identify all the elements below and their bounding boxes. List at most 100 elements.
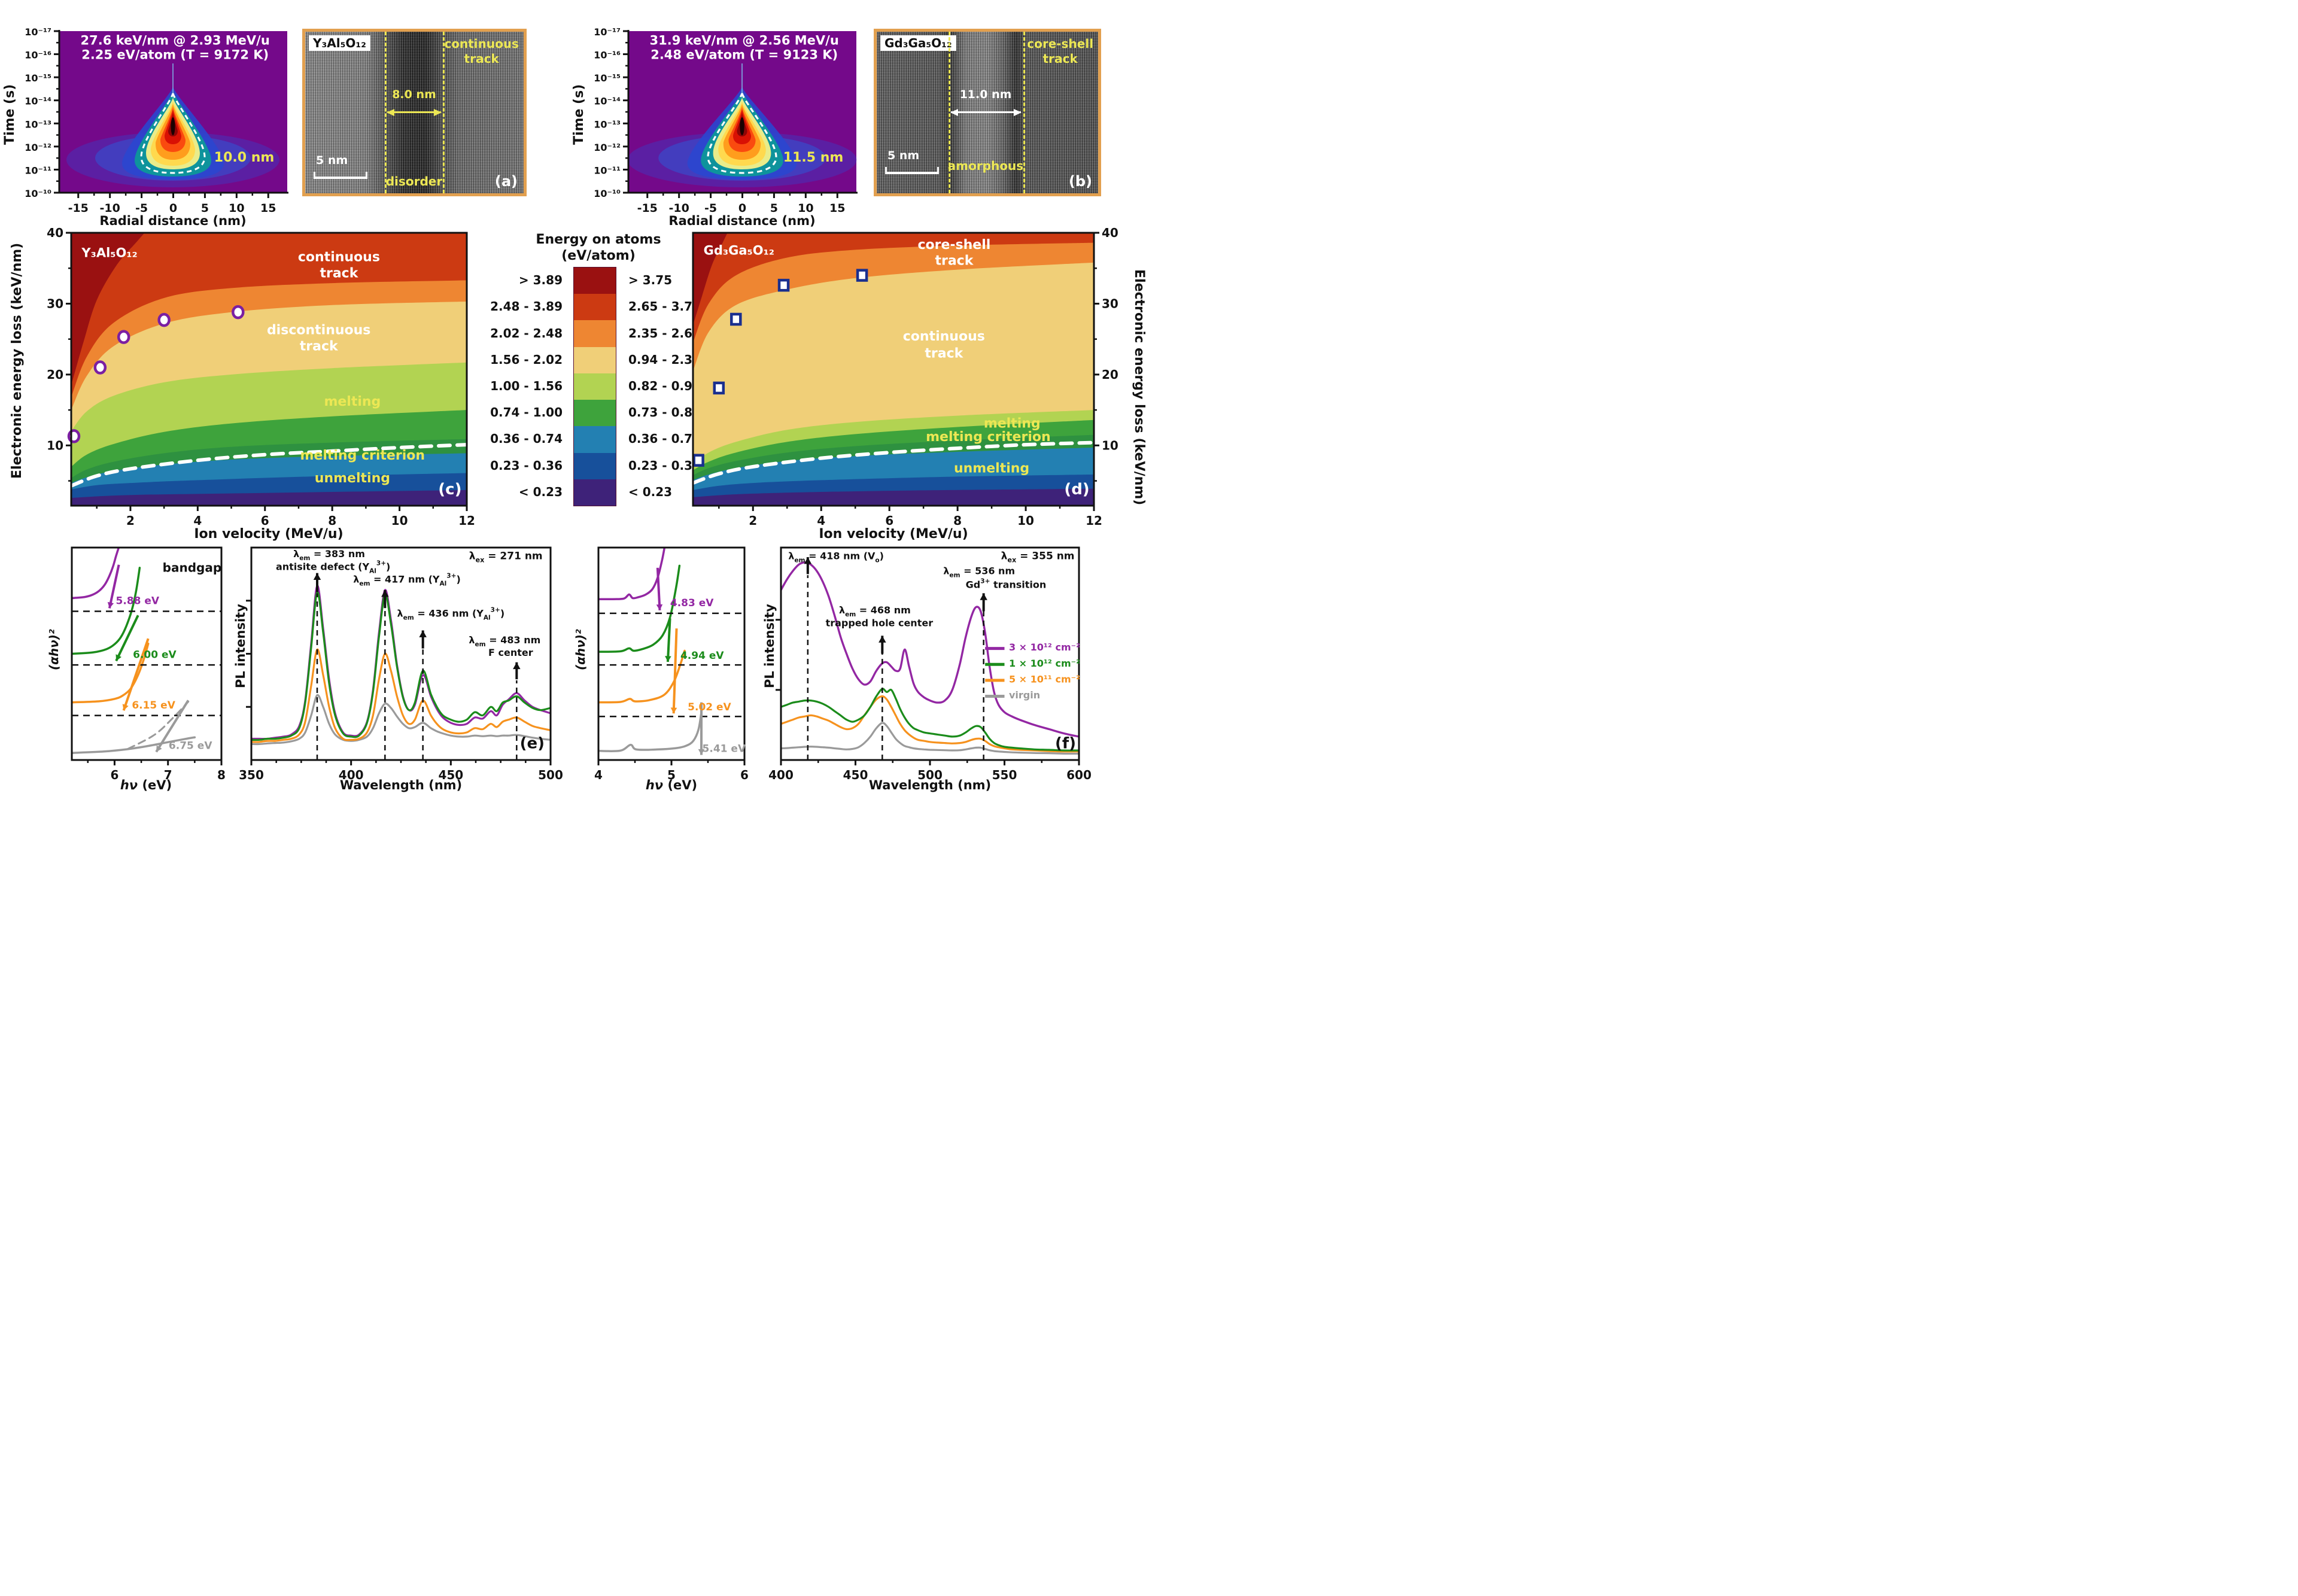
tspan: 8 <box>953 513 962 528</box>
tspan: Al <box>369 567 376 574</box>
tick-label: 10 <box>798 202 813 215</box>
tick-label: 8 <box>217 768 226 782</box>
tspan: transition <box>990 579 1046 590</box>
tspan: 350 <box>239 768 264 782</box>
peak-annotation: λem = 468 nm <box>839 604 911 618</box>
tspan: λ <box>788 551 794 562</box>
tspan: 10⁻¹³ <box>594 118 621 130</box>
region-label: track <box>300 339 339 354</box>
tauc-virgin-extrapolation <box>127 701 190 750</box>
tspan: 8 <box>217 768 226 782</box>
track-boundary-line <box>385 32 387 193</box>
tspan: Gd <box>966 579 981 590</box>
yag-experiment-point <box>232 305 245 320</box>
tspan: λ <box>839 604 845 616</box>
tick-label: 10⁻¹² <box>25 142 51 153</box>
tspan: 400 <box>339 768 364 782</box>
tick-label: 350 <box>239 768 264 782</box>
tspan: 5 × 10¹¹ cm⁻² <box>1009 673 1080 685</box>
arrowhead <box>513 662 521 670</box>
region-label: continuous <box>298 250 380 265</box>
melting-criterion-line <box>693 440 1094 485</box>
tspan: 6.15 eV <box>132 700 175 712</box>
map-title-line1: 27.6 keV/nm @ 2.93 MeV/u <box>81 33 270 47</box>
line <box>656 567 661 610</box>
tick-label: -15 <box>68 202 89 215</box>
ggg-experiment-point <box>777 278 790 292</box>
tspan: λ <box>469 634 475 646</box>
tspan: melting criterion <box>926 430 1051 445</box>
yag-experiment-point <box>93 360 107 375</box>
tspan: hν <box>120 778 142 792</box>
tspan: 6 <box>740 768 749 782</box>
x-axis-title: Ion velocity (MeV/u) <box>194 527 343 542</box>
tspan: track <box>935 253 974 268</box>
tspan: 4.83 eV <box>670 597 714 609</box>
tspan: 20 <box>1102 367 1118 382</box>
tspan: 6.75 eV <box>169 740 212 752</box>
peak-annotation: λem = 436 nm (YAl3+) <box>397 606 505 621</box>
tspan: 10 <box>1102 438 1118 452</box>
scale-bar-label: 5 nm <box>316 154 348 167</box>
arrowhead <box>381 590 389 597</box>
material-label: Y₃Al₅O₁₂ <box>81 245 137 260</box>
bandgap-value: 6.75 eV <box>169 740 212 752</box>
tspan: Wavelength (nm) <box>869 778 991 792</box>
tick-label: 40 <box>47 226 63 240</box>
rect <box>692 232 1095 507</box>
tspan: 3 × 10¹² cm⁻² <box>1009 642 1080 653</box>
tspan: ) <box>500 607 504 619</box>
contour-band <box>693 233 1094 464</box>
legend-bins-ggg: > 3.75 2.65 - 3.75 2.35 - 2.65 0.94 - 2.… <box>628 273 701 499</box>
legend-bins-yag: > 3.89 2.48 - 3.89 2.02 - 2.48 1.56 - 2.… <box>490 273 563 499</box>
tspan: 5.88 eV <box>116 595 160 607</box>
line <box>108 564 120 609</box>
tick-label: 30 <box>47 296 63 311</box>
tspan: 27.6 keV/nm @ 2.93 MeV/u <box>81 33 270 47</box>
region-label: unmelting <box>954 461 1029 476</box>
tspan: discontinuous <box>267 323 370 338</box>
legend-title-line2: (eV/atom) <box>561 248 636 263</box>
tspan: -15 <box>637 202 658 215</box>
tspan: 0 <box>169 202 177 215</box>
bandgap-value: 4.94 eV <box>680 650 724 662</box>
tspan: melting criterion <box>300 448 425 463</box>
tspan: 4.94 eV <box>680 650 724 662</box>
pl-1e12 <box>781 688 1079 752</box>
tspan: 8 <box>328 513 336 528</box>
tauc-3e12 <box>598 548 666 601</box>
tspan: 20 <box>47 367 63 382</box>
tspan: 4 <box>817 513 825 528</box>
tspan: ex <box>475 557 485 564</box>
tspan: Al <box>440 580 447 588</box>
region-label: track <box>935 253 974 268</box>
tspan: 3+ <box>446 573 456 580</box>
tspan: 10⁻¹³ <box>25 118 51 130</box>
tspan: = 468 nm <box>856 604 911 616</box>
tspan: = 417 nm (Y <box>370 574 439 585</box>
region-label: core-shell <box>917 238 990 253</box>
region-label: track <box>320 266 358 281</box>
tick-label: 12 <box>1086 513 1102 528</box>
arrowhead <box>670 707 677 714</box>
tick-label: 2 <box>126 513 135 528</box>
peak-annotation: trapped hole center <box>826 617 934 628</box>
material-label: Gd₃Ga₅O₁₂ <box>704 244 774 258</box>
tspan: 30 <box>47 296 63 311</box>
region-label: melting <box>324 394 381 409</box>
tspan: (f) <box>1055 734 1076 752</box>
region-label: melting criterion <box>300 448 425 463</box>
track-type-label: continuous track <box>444 37 519 66</box>
tauc-5e11 <box>598 649 686 704</box>
tspan: = 483 nm <box>486 634 541 646</box>
tick-label: 500 <box>917 768 943 782</box>
bandgap-value: 5.41 eV <box>703 743 746 755</box>
tspan: 15 <box>260 202 276 215</box>
peak-annotation: λem = 383 nm <box>293 548 365 562</box>
tspan: melting <box>984 417 1041 431</box>
bandgap-value: 6.15 eV <box>132 700 175 712</box>
tick-label: 15 <box>829 202 845 215</box>
tick-label: 550 <box>992 768 1017 782</box>
tspan: λ <box>293 548 299 560</box>
